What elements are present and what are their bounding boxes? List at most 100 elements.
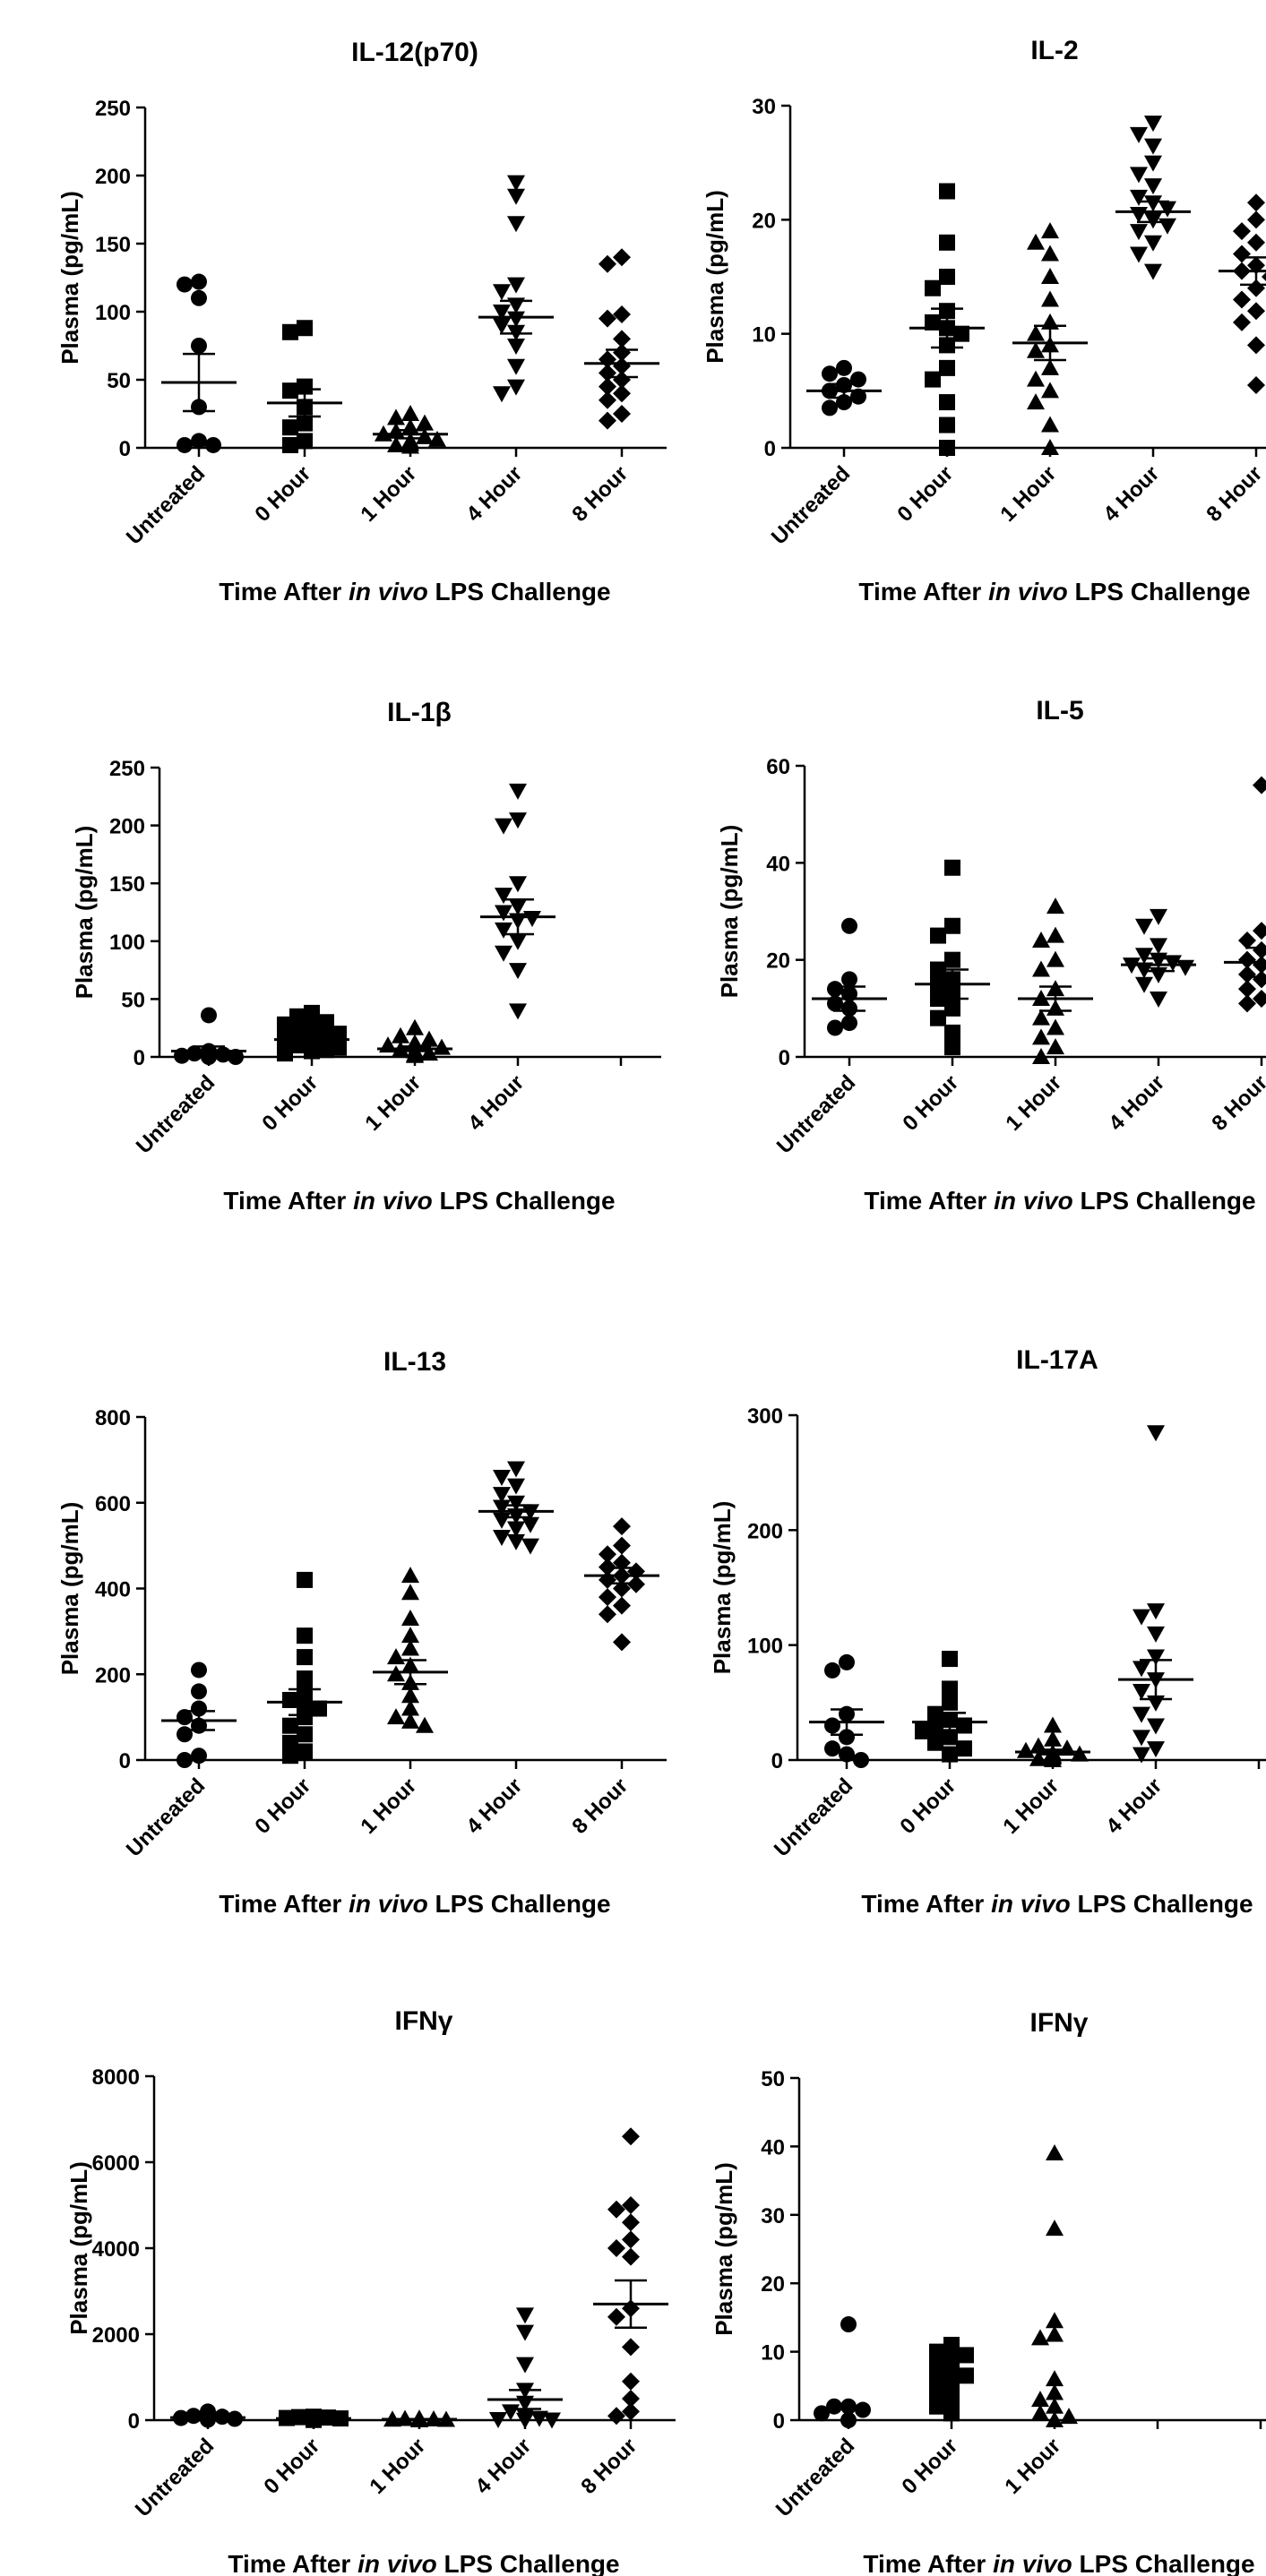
data-point <box>509 933 527 950</box>
x-tick-label: 4 Hour <box>1098 461 1164 527</box>
chart-panel-4: IL-5 0 20 40 60 Plasma (pg/mL) Untreated 0 Hour… <box>716 696 1266 1215</box>
x-axis-label: Time After in vivo LPS Challenge <box>863 2550 1254 2576</box>
data-point <box>311 1700 327 1717</box>
data-point <box>1017 1741 1035 1758</box>
data-point <box>387 1648 405 1665</box>
data-point <box>282 323 298 340</box>
data-point <box>1150 992 1167 1008</box>
chart-panel-3: IL-1β 0 50 100 150 200 250 Plasma (pg/mL) Untrea… <box>71 698 661 1215</box>
data-point <box>1041 222 1059 239</box>
data-point <box>191 1747 207 1765</box>
data-point <box>401 1687 419 1704</box>
y-tick-label: 0 <box>764 437 776 461</box>
data-point <box>827 1019 843 1036</box>
data-point <box>509 876 527 893</box>
data-point <box>277 1016 293 1033</box>
data-point <box>521 1538 539 1555</box>
data-point <box>824 1717 840 1734</box>
data-point <box>622 2338 640 2357</box>
data-point <box>944 1024 960 1041</box>
data-point <box>509 963 527 980</box>
data-point <box>1044 1716 1062 1733</box>
data-point <box>297 320 313 337</box>
x-tick-label: 8 Hour <box>1207 1070 1266 1136</box>
data-point <box>1253 990 1266 1008</box>
x-tick-label: 1 Hour <box>365 2434 430 2499</box>
data-point <box>1060 2408 1078 2425</box>
data-point <box>507 175 525 192</box>
data-point <box>943 2350 960 2367</box>
data-point <box>942 1680 958 1697</box>
chart-title: IL-17A <box>1016 1345 1098 1375</box>
data-group-8-hour <box>584 248 659 430</box>
data-point <box>1233 290 1251 309</box>
data-point <box>824 1662 840 1679</box>
data-point <box>401 1699 419 1716</box>
y-tick-label: 150 <box>95 233 131 257</box>
data-point <box>925 279 941 296</box>
data-point <box>939 269 955 285</box>
data-group-untreated <box>814 2316 871 2428</box>
data-point <box>521 1516 539 1533</box>
chart-title: IFNγ <box>394 2006 452 2036</box>
data-point <box>1032 932 1050 948</box>
data-point <box>1133 1684 1150 1700</box>
data-point <box>943 2391 960 2409</box>
y-tick-label: 6000 <box>92 2151 140 2176</box>
data-point <box>493 1499 511 1516</box>
x-axis-label: Time After in vivo LPS Challenge <box>219 1890 610 1918</box>
data-point <box>929 2371 945 2388</box>
y-tick-label: 50 <box>121 988 145 1012</box>
data-point <box>416 427 434 444</box>
x-tick-label: 8 Hour <box>567 461 633 527</box>
data-point <box>840 2398 857 2415</box>
data-point <box>1046 1018 1064 1035</box>
x-tick-label: 1 Hour <box>356 461 421 527</box>
data-group-1-hour <box>1018 897 1093 1064</box>
data-point <box>929 2384 945 2401</box>
x-tick-label: 1 Hour <box>1001 1070 1066 1136</box>
y-axis-label: Plasma (pg/mL) <box>711 2162 737 2336</box>
data-point <box>1130 246 1148 263</box>
data-point <box>942 1746 958 1763</box>
data-point <box>401 1610 419 1627</box>
data-point <box>943 2377 960 2394</box>
data-point <box>392 1026 409 1043</box>
data-point <box>826 2398 842 2415</box>
data-point <box>1133 1747 1150 1764</box>
y-tick-label: 0 <box>133 1046 145 1070</box>
data-point <box>1027 324 1045 341</box>
data-group-0-hour <box>929 2336 974 2422</box>
data-point <box>613 1536 631 1555</box>
y-tick-label: 150 <box>109 872 145 897</box>
data-group-4-hour <box>478 1461 554 1555</box>
data-point <box>599 411 616 430</box>
data-point <box>1027 370 1045 387</box>
data-point <box>613 1596 631 1615</box>
data-point <box>1046 2220 1064 2237</box>
x-tick-label: 0 Hour <box>895 1773 960 1839</box>
data-point <box>509 812 527 829</box>
data-point <box>509 1003 527 1020</box>
data-point <box>516 2307 534 2324</box>
data-point <box>509 783 527 800</box>
data-point <box>1176 959 1194 976</box>
data-point <box>1147 1626 1165 1643</box>
y-tick-label: 600 <box>95 1492 131 1516</box>
data-point <box>495 905 512 922</box>
data-point <box>1253 776 1266 794</box>
y-tick-label: 0 <box>771 1749 783 1773</box>
data-point <box>1046 926 1064 943</box>
data-point <box>622 2213 640 2232</box>
data-point <box>1029 1749 1047 1766</box>
data-point <box>387 1708 405 1725</box>
data-point <box>401 1567 419 1584</box>
data-point <box>839 1746 855 1763</box>
data-point <box>1147 1603 1165 1620</box>
data-point <box>318 1014 334 1031</box>
y-tick-label: 300 <box>747 1404 783 1429</box>
data-point <box>177 436 193 453</box>
data-point <box>1031 2329 1049 2346</box>
data-point <box>416 1716 434 1733</box>
